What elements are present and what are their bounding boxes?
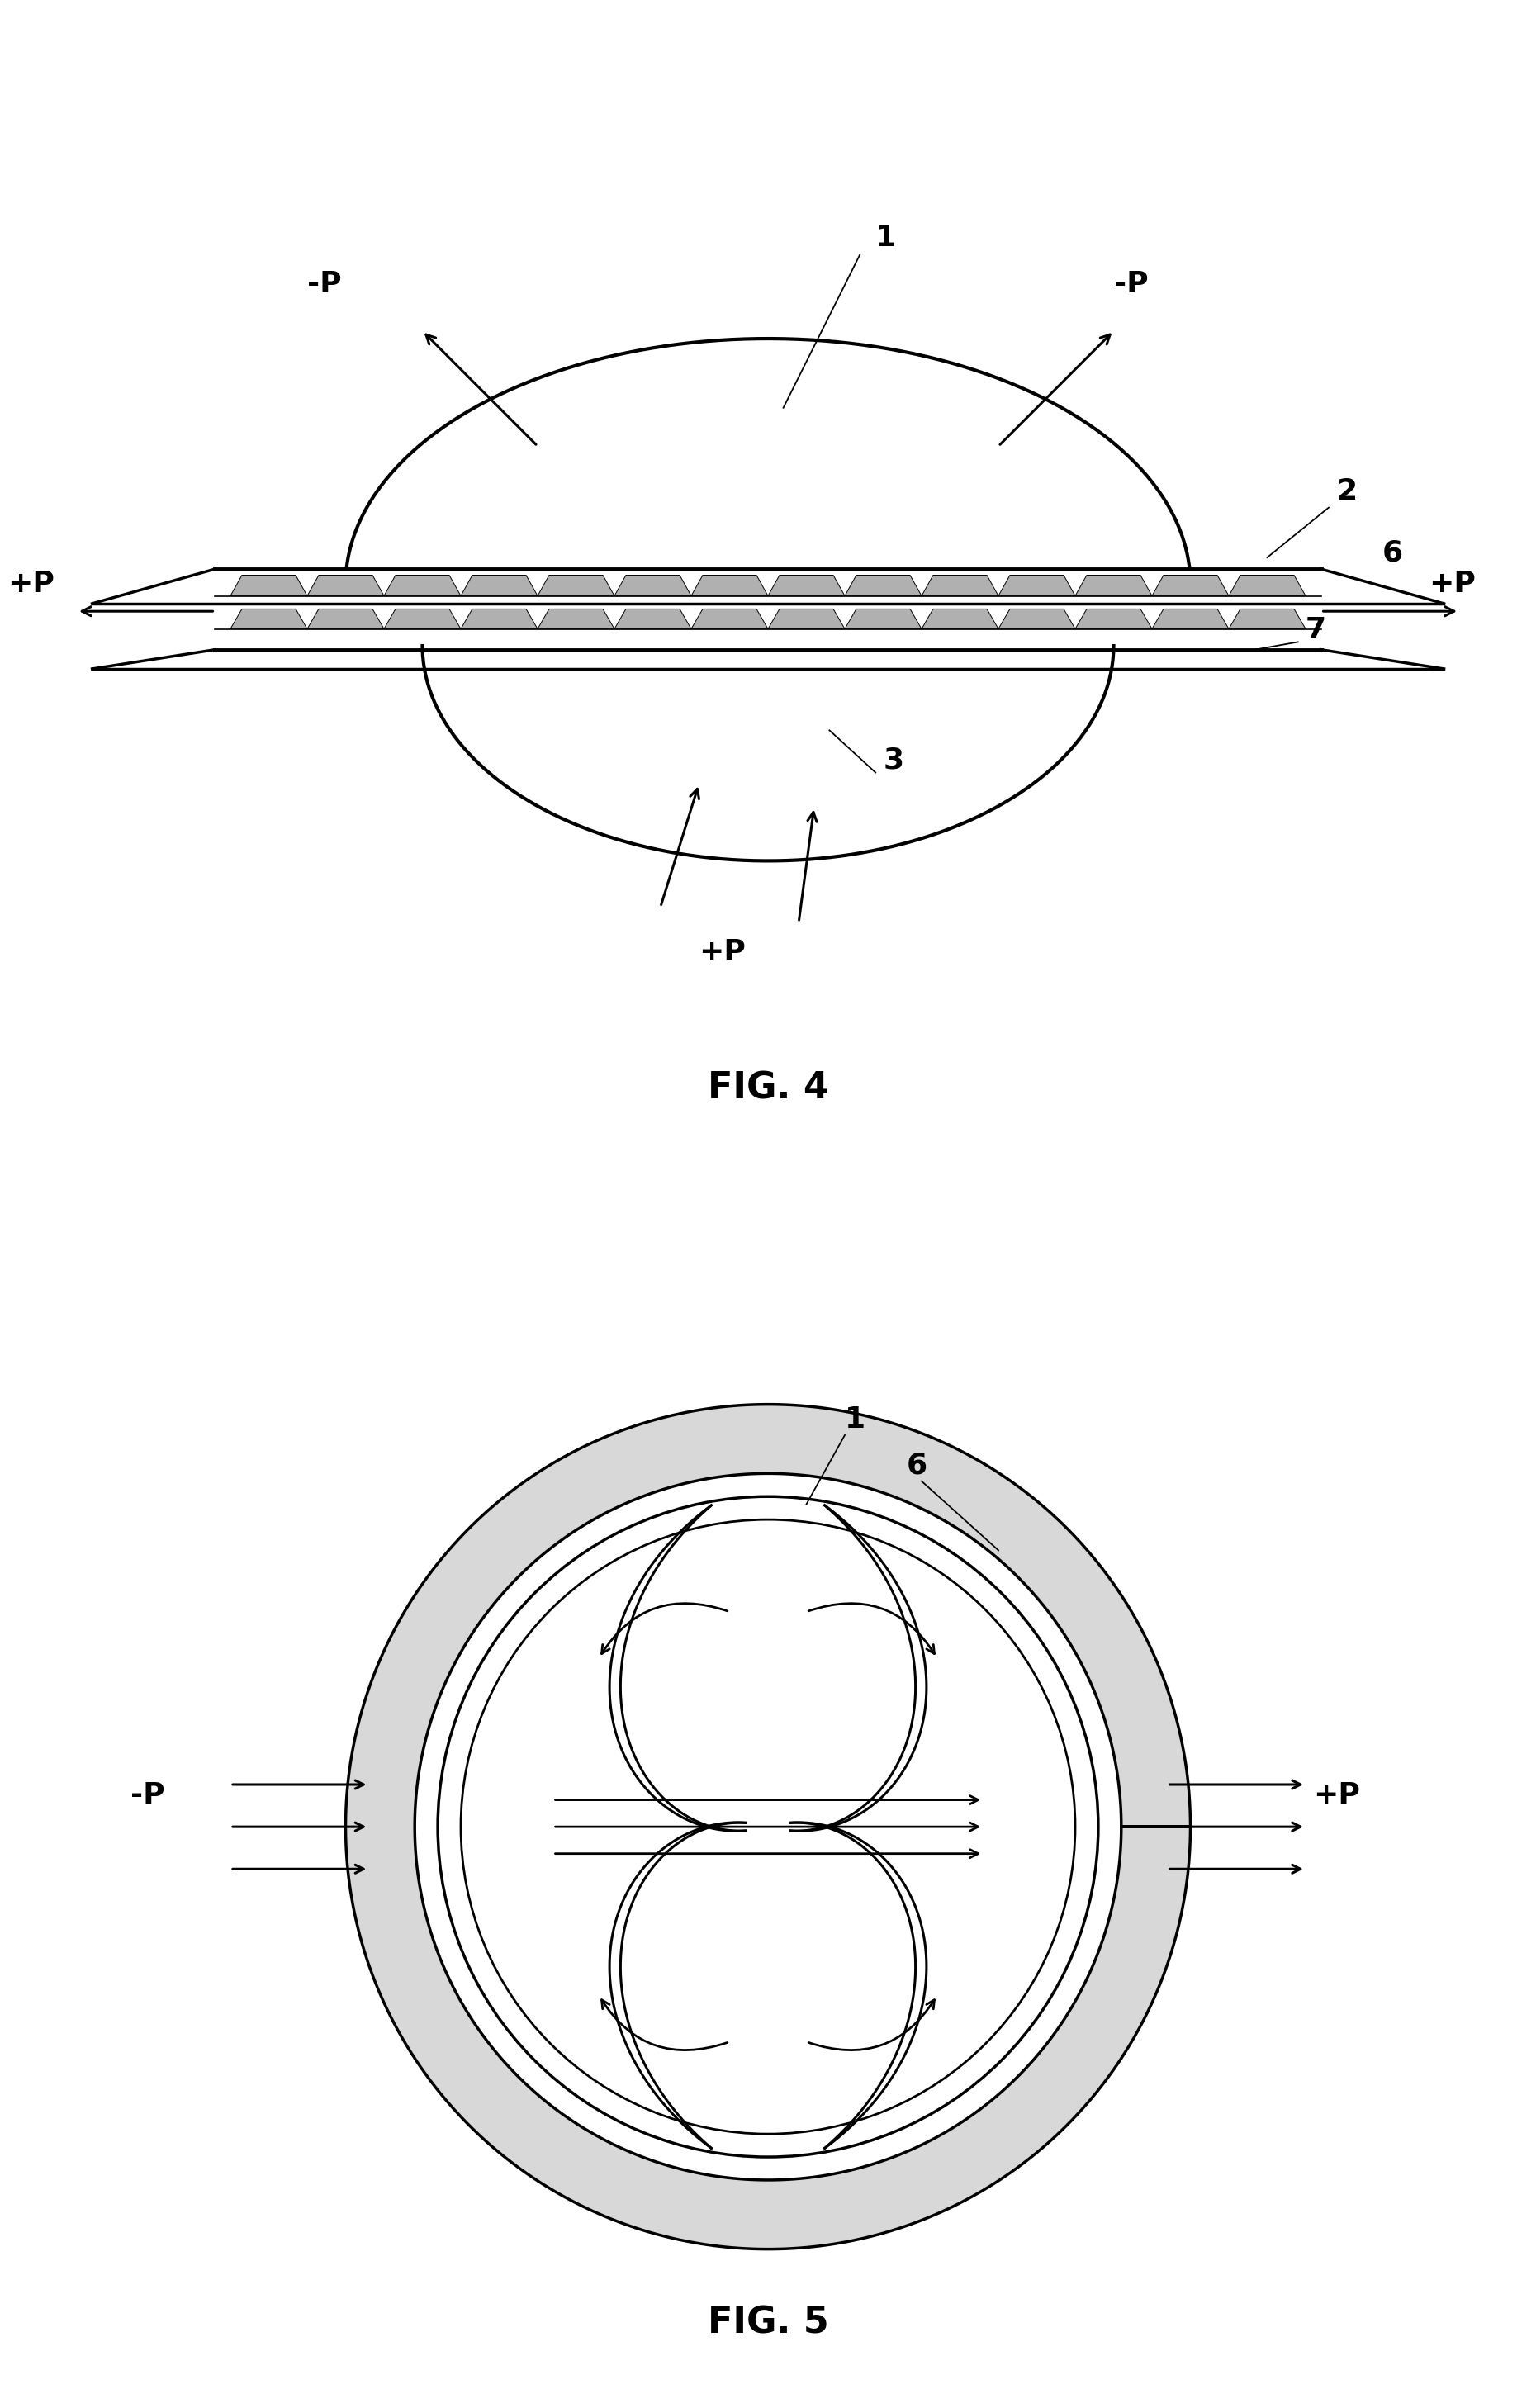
Polygon shape: [307, 576, 384, 595]
Text: -P: -P: [1114, 270, 1147, 299]
Polygon shape: [1229, 576, 1306, 595]
Text: FIG. 4: FIG. 4: [708, 1072, 828, 1105]
Text: 6: 6: [1382, 539, 1404, 568]
Polygon shape: [998, 576, 1075, 595]
Polygon shape: [384, 609, 461, 628]
Polygon shape: [422, 645, 1114, 860]
Text: -P: -P: [307, 270, 341, 299]
Polygon shape: [1075, 609, 1152, 628]
Polygon shape: [1152, 609, 1229, 628]
Polygon shape: [614, 576, 691, 595]
Polygon shape: [461, 576, 538, 595]
Polygon shape: [92, 650, 1444, 669]
Polygon shape: [691, 609, 768, 628]
Polygon shape: [768, 576, 845, 595]
Polygon shape: [845, 609, 922, 628]
Polygon shape: [230, 609, 307, 628]
Text: 1: 1: [876, 224, 897, 253]
Polygon shape: [922, 576, 998, 595]
Polygon shape: [307, 609, 384, 628]
Text: 2: 2: [1336, 477, 1358, 506]
Polygon shape: [614, 609, 691, 628]
Polygon shape: [1229, 609, 1306, 628]
Polygon shape: [845, 576, 922, 595]
Text: 7: 7: [1306, 616, 1327, 643]
Text: 1: 1: [845, 1406, 866, 1433]
Polygon shape: [998, 609, 1075, 628]
Polygon shape: [92, 568, 1444, 604]
Polygon shape: [1152, 576, 1229, 595]
Polygon shape: [922, 609, 998, 628]
Text: +P: +P: [699, 939, 746, 966]
Polygon shape: [384, 576, 461, 595]
Polygon shape: [538, 576, 614, 595]
Polygon shape: [346, 1404, 1190, 2249]
Polygon shape: [768, 609, 845, 628]
Polygon shape: [230, 576, 307, 595]
Text: FIG. 5: FIG. 5: [708, 2304, 828, 2341]
Polygon shape: [461, 609, 538, 628]
Text: +P: +P: [1428, 571, 1476, 597]
Text: +P: +P: [8, 571, 55, 597]
Polygon shape: [538, 609, 614, 628]
Text: +P: +P: [1313, 1782, 1361, 1808]
Polygon shape: [691, 576, 768, 595]
Polygon shape: [1075, 576, 1152, 595]
Text: 3: 3: [883, 746, 905, 775]
Text: 6: 6: [906, 1452, 928, 1479]
Text: -P: -P: [131, 1782, 164, 1808]
